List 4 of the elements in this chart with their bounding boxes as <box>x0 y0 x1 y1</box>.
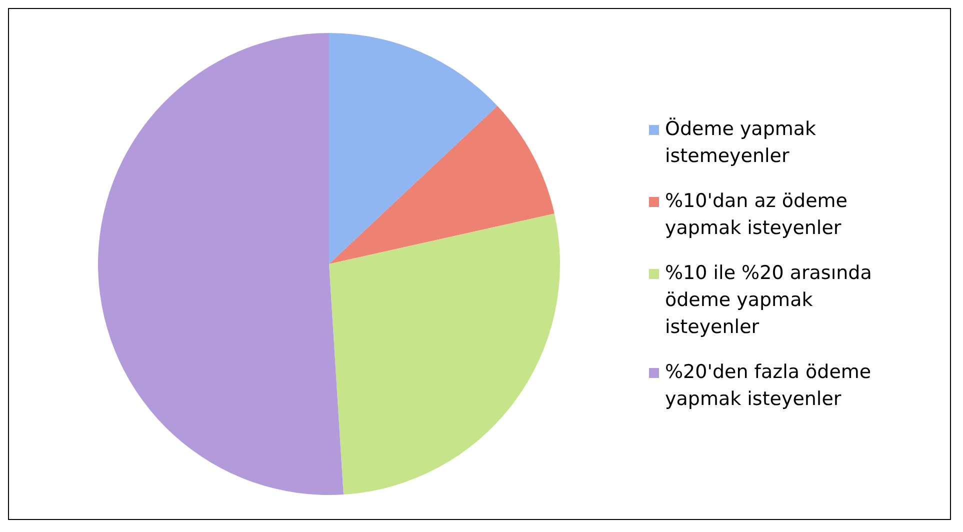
legend-label: %20'den fazla ödeme yapmak isteyenler <box>665 360 872 412</box>
legend-label: %10 ile %20 arasında ödeme yapmak isteyenler <box>665 260 873 340</box>
legend-label: Ödeme yapmak istemeyenler <box>665 116 818 168</box>
legend-label: %10'dan az ödeme yapmak isteyenler <box>665 188 848 240</box>
